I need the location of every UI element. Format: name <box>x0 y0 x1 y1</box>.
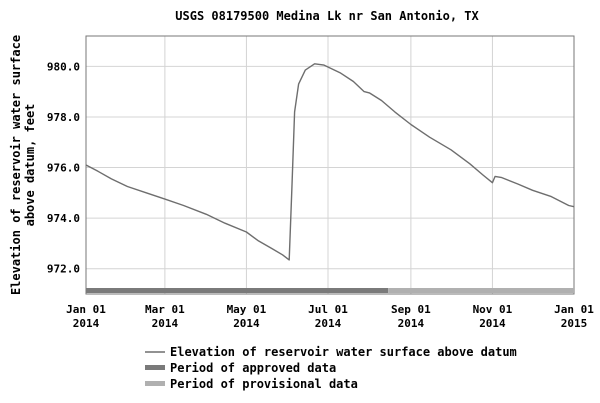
x-tick-label: Mar 01 <box>145 303 185 316</box>
y-tick-label: 980.0 <box>47 60 80 73</box>
y-tick-label: 972.0 <box>47 263 80 276</box>
series-group <box>85 63 575 261</box>
x-tick-year: 2014 <box>233 317 260 330</box>
legend-swatch <box>145 365 165 370</box>
x-tick-label: Jul 01 <box>308 303 348 316</box>
x-tick-year: 2014 <box>152 317 179 330</box>
x-tick-label: Sep 01 <box>391 303 431 316</box>
x-tick-year: 2014 <box>398 317 425 330</box>
x-tick-label: Nov 01 <box>473 303 513 316</box>
y-tick-label: 976.0 <box>47 162 80 175</box>
x-tick-label: May 01 <box>227 303 267 316</box>
y-axis-label-line2: above datum, feet <box>23 104 37 227</box>
plot-frame <box>85 35 575 295</box>
legend-label: Period of provisional data <box>170 377 358 391</box>
approval-bar <box>86 288 574 293</box>
y-axis-label: Elevation of reservoir water surface abo… <box>9 35 37 295</box>
legend-swatch <box>145 381 165 386</box>
x-tick-label: Jan 01 <box>554 303 594 316</box>
x-tick-year: 2015 <box>561 317 588 330</box>
y-tick-label: 978.0 <box>47 111 80 124</box>
chart-title: USGS 08179500 Medina Lk nr San Antonio, … <box>175 9 479 23</box>
x-tick-label: Jan 01 <box>66 303 106 316</box>
y-tick-label: 974.0 <box>47 212 80 225</box>
legend-label: Period of approved data <box>170 361 336 375</box>
series-line <box>85 63 575 261</box>
y-ticks: 972.0 974.0 976.0 978.0 980.0 <box>47 60 80 275</box>
legend: Elevation of reservoir water surface abo… <box>145 345 517 391</box>
x-tick-year: 2014 <box>73 317 100 330</box>
provisional-period-bar <box>388 288 574 293</box>
grid <box>85 36 575 294</box>
x-tick-year: 2014 <box>479 317 506 330</box>
legend-label: Elevation of reservoir water surface abo… <box>170 345 517 359</box>
y-axis-label-line1: Elevation of reservoir water surface <box>9 35 23 295</box>
approved-period-bar <box>86 288 389 293</box>
x-tick-year: 2014 <box>315 317 342 330</box>
